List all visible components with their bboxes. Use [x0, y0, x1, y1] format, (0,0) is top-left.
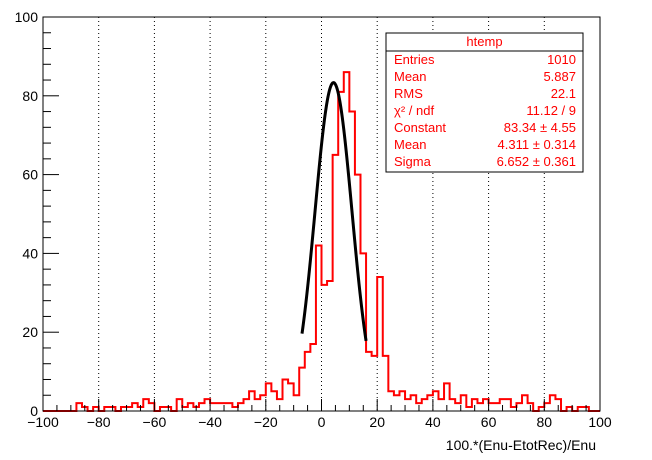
histogram-bin	[310, 344, 316, 411]
x-tick-label: 80	[537, 414, 553, 430]
histogram-bin	[322, 285, 328, 411]
stats-row-label: Entries	[394, 52, 435, 67]
histogram-bin	[366, 352, 372, 411]
fit-curve	[300, 81, 368, 342]
x-tick-label: 100	[588, 414, 612, 430]
histogram-series	[43, 71, 600, 412]
x-tick-label: −40	[198, 414, 222, 430]
stats-row-label: χ² / ndf	[394, 103, 434, 118]
x-tick-label: 40	[425, 414, 441, 430]
histogram-bin	[255, 399, 261, 411]
y-tick-label: 100	[15, 9, 39, 25]
stats-row-label: Mean	[394, 69, 427, 84]
stats-row-value: 83.34 ± 4.55	[504, 120, 576, 135]
histogram-bin	[438, 399, 444, 411]
histogram-outline	[43, 71, 600, 412]
histogram-bin	[294, 395, 300, 411]
y-tick-label: 20	[22, 324, 38, 340]
stats-box-title: htemp	[466, 34, 502, 49]
x-tick-label: 0	[318, 414, 326, 430]
histogram-bin	[327, 281, 333, 411]
stats-row-value: 6.652 ± 0.361	[497, 154, 576, 169]
axes: −100 −80 −60 −40 −20 0 20 40 60 80 100 0 20 40 60 80 100	[15, 9, 612, 430]
histogram-bin	[394, 395, 400, 411]
x-tick-label: 60	[481, 414, 497, 430]
fit-curve-group	[300, 81, 368, 342]
histogram-bin	[344, 72, 350, 411]
histogram-bin	[216, 403, 222, 411]
histogram-bin	[477, 403, 483, 411]
stats-row-label: Mean	[394, 137, 427, 152]
vertical-grid	[98, 17, 545, 411]
x-tick-label: −20	[254, 414, 278, 430]
y-tick-label: 40	[22, 245, 38, 261]
histogram-bin	[455, 403, 461, 411]
stats-row-label: RMS	[394, 86, 423, 101]
histogram-bin	[489, 403, 495, 411]
histogram-bin	[405, 399, 411, 411]
stats-row-value: 22.1	[551, 86, 576, 101]
y-tick-label: 0	[30, 403, 38, 419]
histogram-bin	[494, 403, 500, 411]
stats-row-value: 1010	[547, 52, 576, 67]
stats-row-value: 5.887	[543, 69, 576, 84]
stats-row-value: 4.311 ± 0.314	[498, 137, 576, 152]
stats-row-label: Sigma	[394, 154, 432, 169]
stats-box-frame	[385, 32, 584, 173]
x-tick-label: −60	[143, 414, 167, 430]
y-tick-label: 60	[22, 167, 38, 183]
x-tick-label: −100	[27, 414, 59, 430]
x-tick-label: −80	[87, 414, 111, 430]
stats-box: htemp Entries 1010 Mean 5.887 RMS 22.1 χ² / ndf…	[385, 32, 584, 173]
histogram-bin	[210, 403, 216, 411]
x-axis-label: 100.*(Enu-EtotRec)/Enu	[446, 437, 596, 453]
stats-row-value: 11.12 / 9	[526, 103, 576, 118]
x-tick-label: 20	[369, 414, 385, 430]
stats-row-label: Constant	[394, 120, 446, 135]
y-tick-label: 80	[22, 88, 38, 104]
histogram-bin	[372, 356, 378, 411]
